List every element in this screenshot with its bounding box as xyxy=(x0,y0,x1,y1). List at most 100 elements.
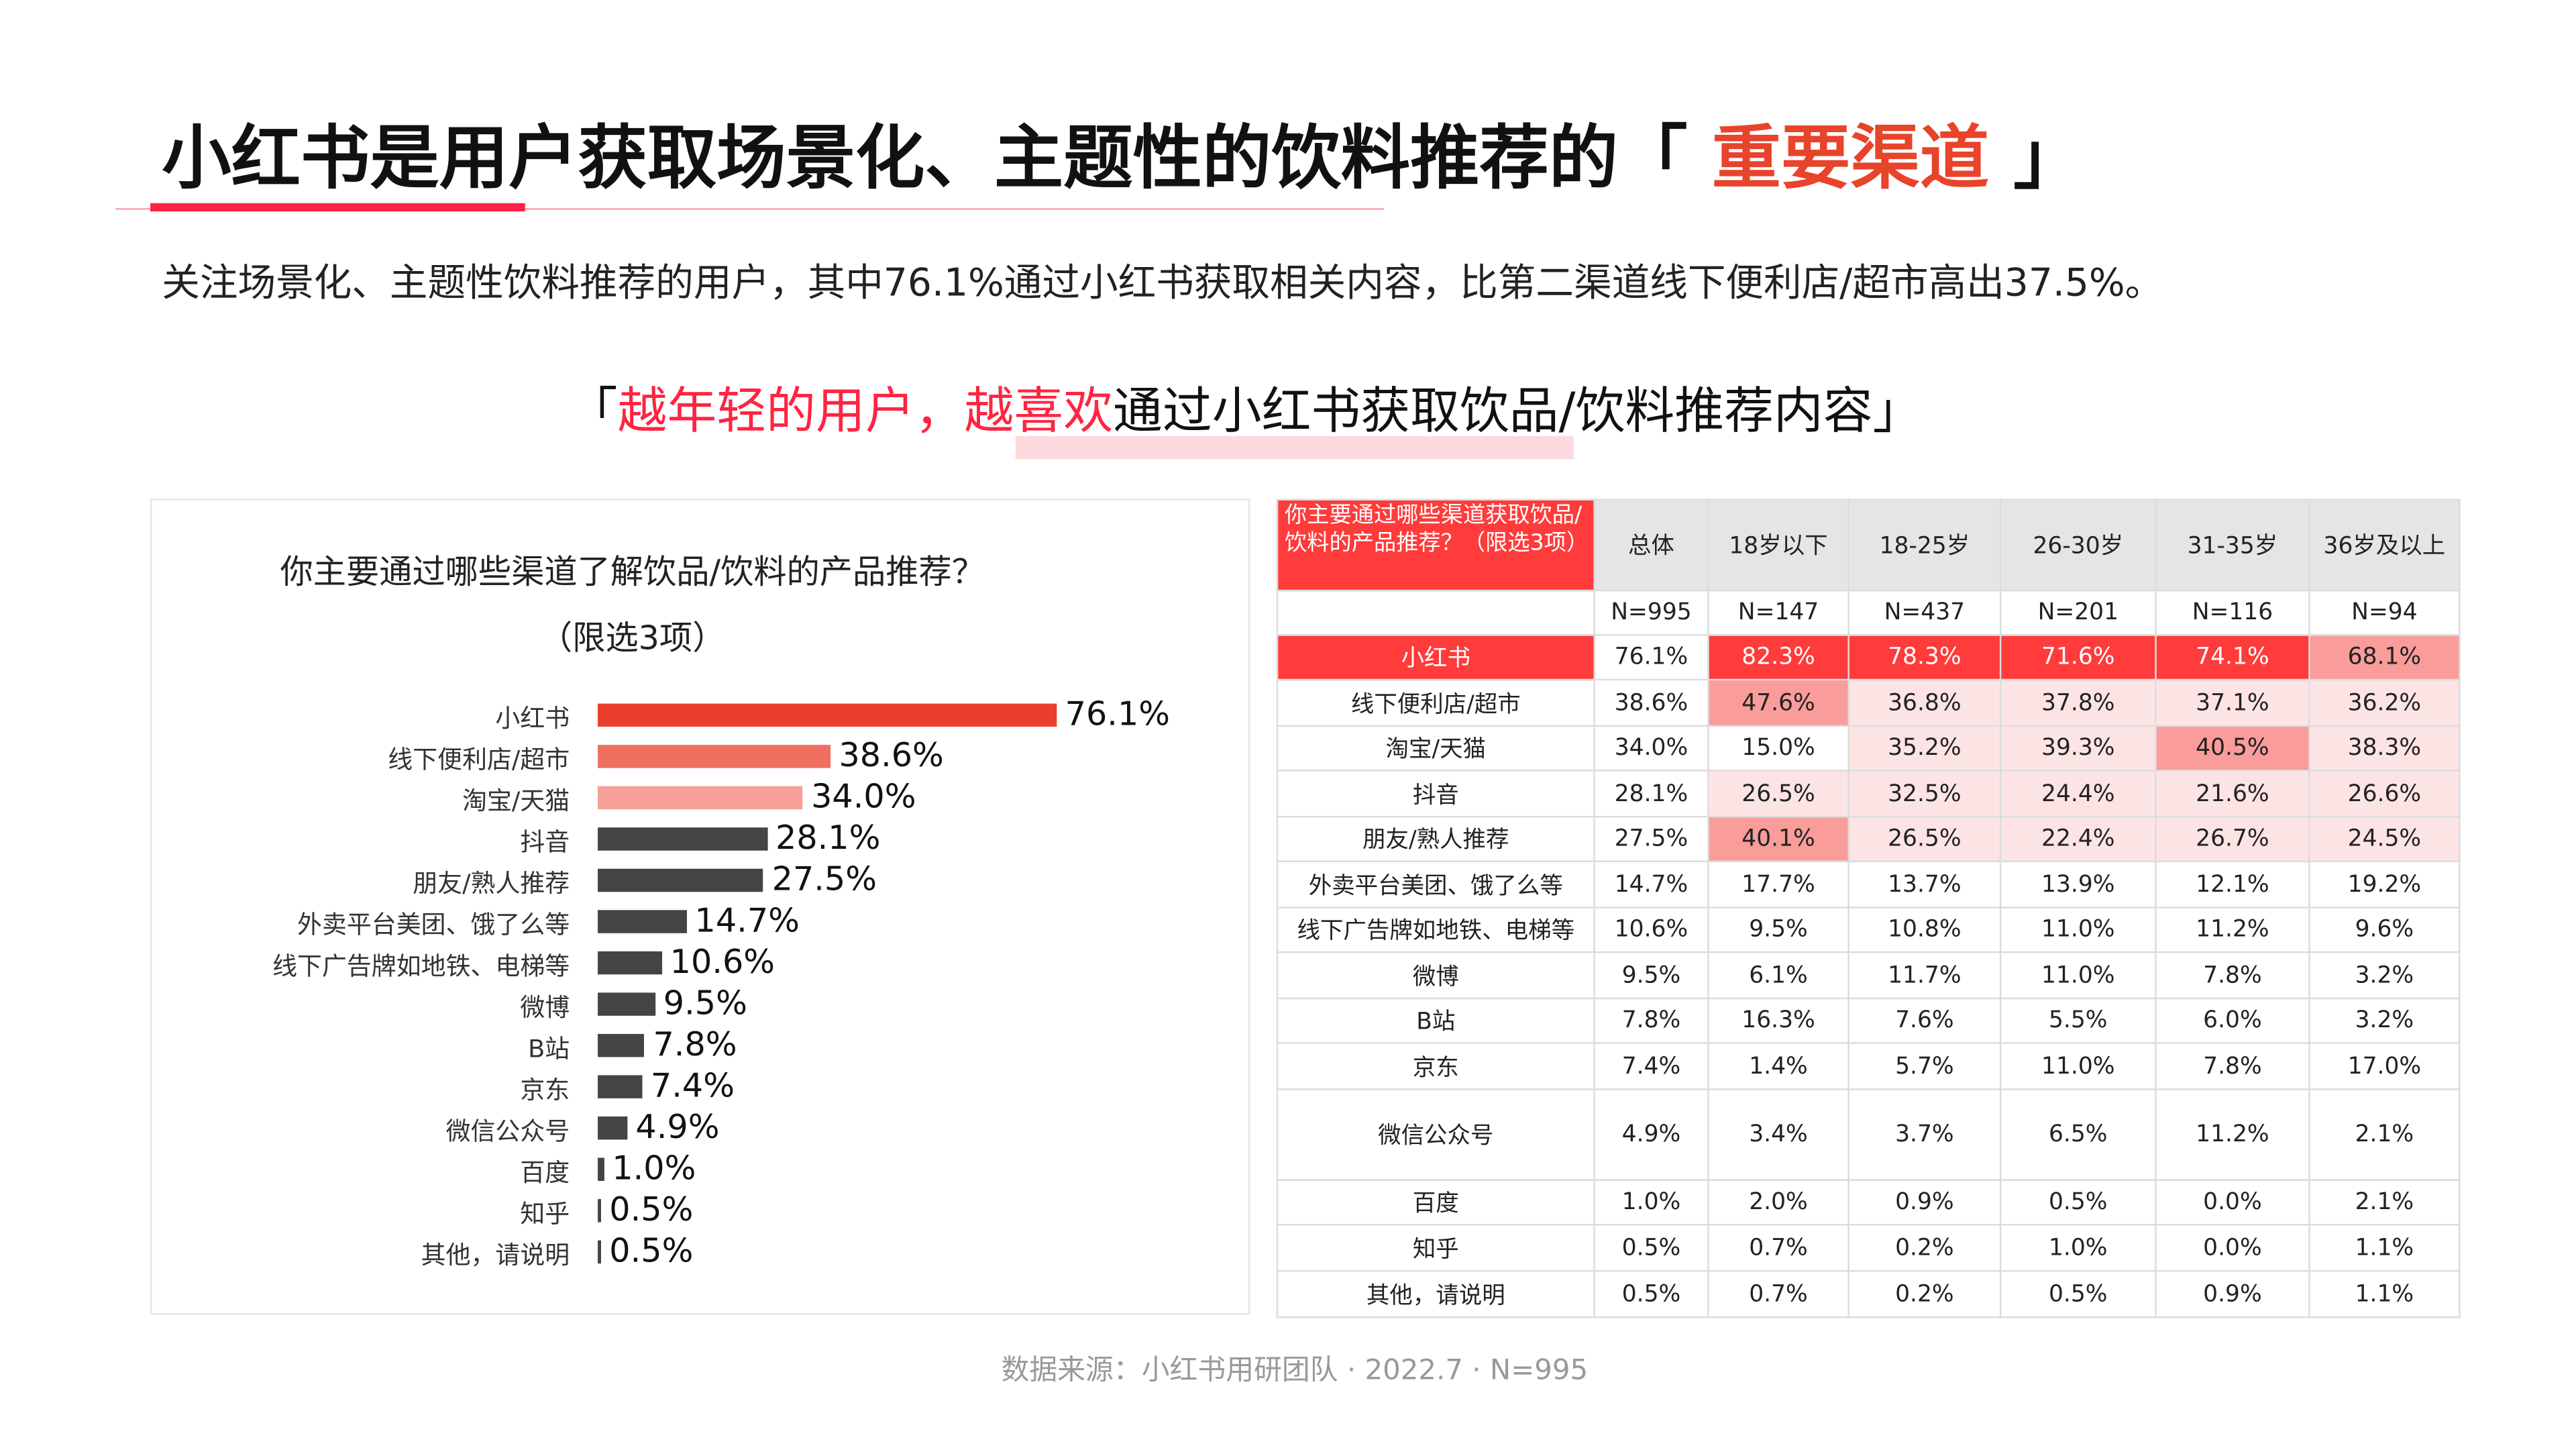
row-label: 小红书 xyxy=(1276,634,1595,681)
quote-red: 越年轻的用户，越喜欢 xyxy=(617,383,1114,442)
table-cell: 3.2% xyxy=(2308,997,2461,1044)
category-label: 微信公众号 xyxy=(445,1116,570,1147)
sample-size-row: N=995 N=147 N=437 N=201 N=116 N=94 xyxy=(1276,589,2461,636)
table-cell: 37.8% xyxy=(1999,678,2157,727)
column-header: 36岁及以上 xyxy=(2308,499,2461,592)
sample-size: N=116 xyxy=(2155,589,2310,636)
row-label: 抖音 xyxy=(1276,770,1595,818)
data-label: 4.9% xyxy=(635,1106,720,1147)
category-label: 京东 xyxy=(520,1075,570,1105)
table-cell: 24.4% xyxy=(1999,770,2157,818)
data-label: 14.7% xyxy=(694,900,800,940)
table-cell: 35.2% xyxy=(1847,725,2002,772)
table-cell: 1.4% xyxy=(1707,1042,1849,1090)
category-label: B站 xyxy=(527,1033,570,1064)
table-cell: 9.5% xyxy=(1707,907,1849,953)
row-label: 外卖平台美团、饿了么等 xyxy=(1276,860,1595,909)
table-row: 百度 1.0% 2.0% 0.9% 0.5% 0.0% 2.1% xyxy=(1276,1179,2461,1226)
table-cell: 26.5% xyxy=(1707,770,1849,818)
row-label: 微信公众号 xyxy=(1276,1088,1595,1181)
table-cell: 2.1% xyxy=(2308,1088,2461,1181)
table-cell: 11.2% xyxy=(2155,1088,2310,1181)
bar xyxy=(598,868,764,892)
bar xyxy=(598,1116,628,1140)
sample-size: N=147 xyxy=(1707,589,1849,636)
table-cell: 0.0% xyxy=(2155,1179,2310,1226)
category-label: 小红书 xyxy=(495,703,570,733)
data-label: 10.6% xyxy=(669,941,775,982)
bar xyxy=(598,910,687,933)
table-row: 抖音 28.1% 26.5% 32.5% 24.4% 21.6% 26.6% xyxy=(1276,770,2461,818)
title-divider xyxy=(115,208,1384,210)
data-label: 0.5% xyxy=(609,1230,694,1270)
table-cell: 68.1% xyxy=(2308,634,2461,681)
table-row: B站 7.8% 16.3% 7.6% 5.5% 6.0% 3.2% xyxy=(1276,997,2461,1044)
row-label: 微博 xyxy=(1276,951,1595,1000)
header-row: 你主要通过哪些渠道获取饮品/饮料的产品推荐？（限选3项） 总体 18岁以下 18-25… xyxy=(1276,499,2461,592)
data-label: 9.5% xyxy=(663,982,747,1023)
column-header: 18岁以下 xyxy=(1707,499,1849,592)
table-cell: 76.1% xyxy=(1593,634,1709,681)
table-cell: 10.8% xyxy=(1847,907,2002,953)
table-cell: 40.1% xyxy=(1707,815,1849,862)
table-row: 其他，请说明 0.5% 0.7% 0.2% 0.5% 0.9% 1.1% xyxy=(1276,1270,2461,1318)
row-label: 线下便利店/超市 xyxy=(1276,678,1595,727)
table-cell: 82.3% xyxy=(1707,634,1849,681)
table-cell: 4.9% xyxy=(1593,1088,1709,1181)
data-label: 34.0% xyxy=(811,776,916,816)
category-label: 线下便利店/超市 xyxy=(388,745,570,775)
row-label: 线下广告牌如地铁、电梯等 xyxy=(1276,907,1595,953)
table-cell: 0.2% xyxy=(1847,1270,2002,1318)
table-cell: 15.0% xyxy=(1707,725,1849,772)
table-row: 微博 9.5% 6.1% 11.7% 11.0% 7.8% 3.2% xyxy=(1276,951,2461,1000)
chart-subtitle: （限选3项） xyxy=(539,617,726,658)
table-cell: 2.0% xyxy=(1707,1179,1849,1226)
bar xyxy=(598,951,662,975)
category-label: 朋友/熟人推荐 xyxy=(413,868,570,899)
table-cell: 19.2% xyxy=(2308,860,2461,909)
table-cell: 74.1% xyxy=(2155,634,2310,681)
bar xyxy=(598,992,655,1016)
table-cell: 78.3% xyxy=(1847,634,2002,681)
table-cell: 40.5% xyxy=(2155,725,2310,772)
table-row: 小红书 76.1% 82.3% 78.3% 71.6% 74.1% 68.1% xyxy=(1276,634,2461,681)
key-quote: 「越年轻的用户，越喜欢通过小红书获取饮品/饮料推荐内容」 xyxy=(568,370,1923,442)
table-row: 外卖平台美团、饿了么等 14.7% 17.7% 13.7% 13.9% 12.1% 19.2… xyxy=(1276,860,2461,909)
table-cell: 1.0% xyxy=(1999,1223,2157,1272)
table-cell: 7.4% xyxy=(1593,1042,1709,1090)
table-row: 知乎 0.5% 0.7% 0.2% 1.0% 0.0% 1.1% xyxy=(1276,1223,2461,1272)
table-cell: 26.5% xyxy=(1847,815,2002,862)
table-cell: 17.7% xyxy=(1707,860,1849,909)
table-cell: 6.0% xyxy=(2155,997,2310,1044)
page-title: 小红书是用户获取场景化、主题性的饮料推荐的「 重要渠道 」 xyxy=(162,103,2082,203)
row-label: 其他，请说明 xyxy=(1276,1270,1595,1318)
table-row: 线下便利店/超市 38.6% 47.6% 36.8% 37.8% 37.1% 36.2% xyxy=(1276,678,2461,727)
table-cell: 0.7% xyxy=(1707,1223,1849,1272)
category-label: 淘宝/天猫 xyxy=(462,786,570,816)
table-cell: 12.1% xyxy=(2155,860,2310,909)
title-suffix: 」 xyxy=(1989,117,2083,199)
table-cell: 36.8% xyxy=(1847,678,2002,727)
data-label: 0.5% xyxy=(609,1189,694,1229)
category-label: 百度 xyxy=(520,1157,570,1188)
table-cell: 26.7% xyxy=(2155,815,2310,862)
category-label: 其他，请说明 xyxy=(421,1240,570,1270)
table-cell: 3.2% xyxy=(2308,951,2461,1000)
bar xyxy=(598,745,831,768)
table-cell: 3.4% xyxy=(1707,1088,1849,1181)
table-cell: 16.3% xyxy=(1707,997,1849,1044)
table-cell: 34.0% xyxy=(1593,725,1709,772)
data-label: 7.8% xyxy=(653,1024,737,1064)
table-cell: 3.7% xyxy=(1847,1088,2002,1181)
table-cell: 6.1% xyxy=(1707,951,1849,1000)
table-cell: 21.6% xyxy=(2155,770,2310,818)
table-cell: 0.5% xyxy=(1999,1179,2157,1226)
table-row: 京东 7.4% 1.4% 5.7% 11.0% 7.8% 17.0% xyxy=(1276,1042,2461,1090)
category-label: 线下广告牌如地铁、电梯等 xyxy=(272,951,570,982)
title-prefix: 小红书是用户获取场景化、主题性的饮料推荐的「 xyxy=(162,117,1712,199)
bar xyxy=(598,1199,601,1223)
column-header: 18-25岁 xyxy=(1847,499,2002,592)
table-row: 淘宝/天猫 34.0% 15.0% 35.2% 39.3% 40.5% 38.3% xyxy=(1276,725,2461,772)
sample-size: N=94 xyxy=(2308,589,2461,636)
